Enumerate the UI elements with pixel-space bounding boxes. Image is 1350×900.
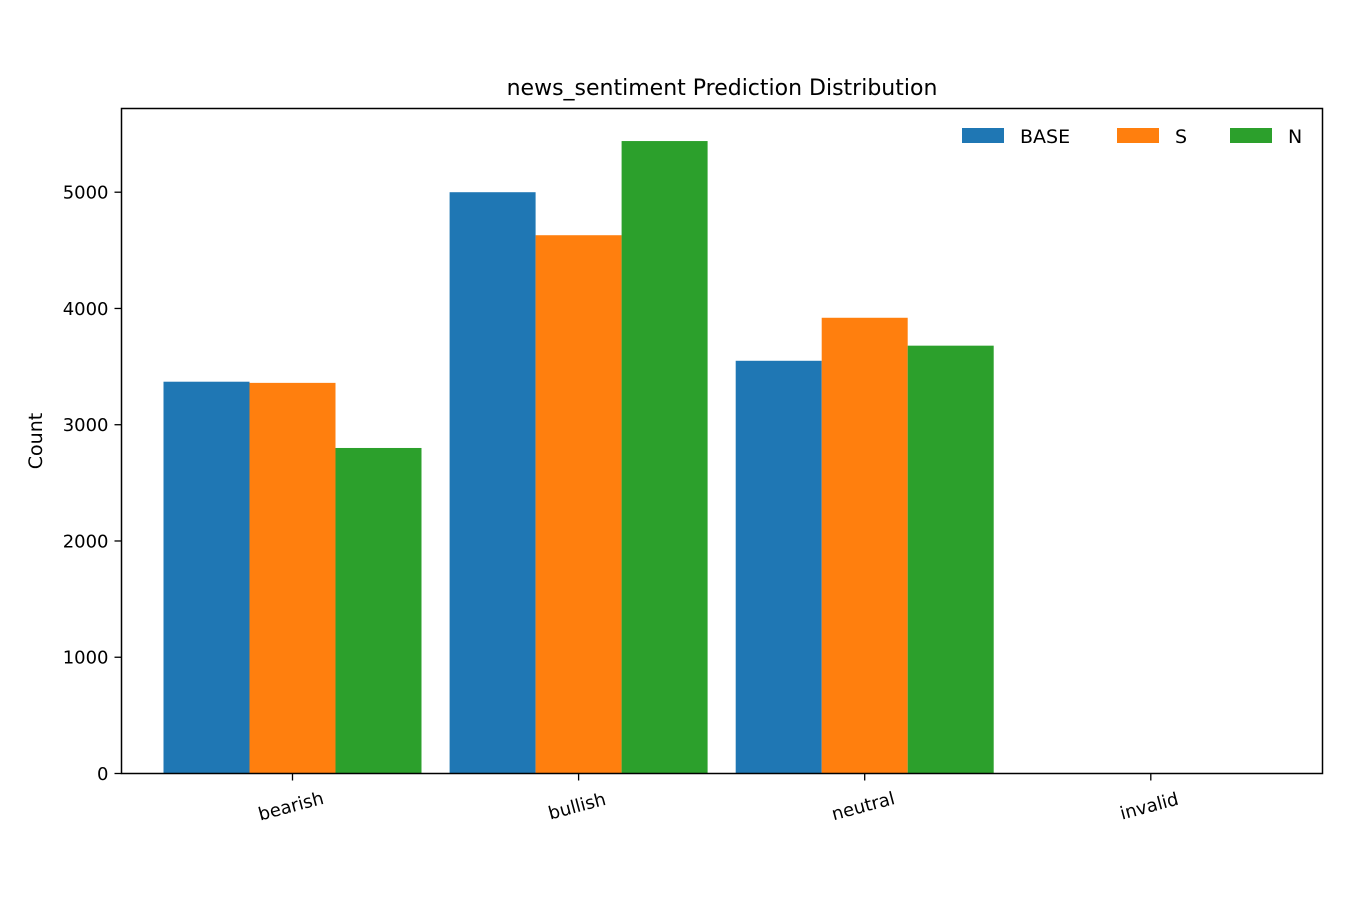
y-tick-label: 2000 [63, 531, 109, 552]
chart-title: news_sentiment Prediction Distribution [507, 76, 938, 101]
y-tick-label: 1000 [63, 648, 109, 669]
bar-s-bearish [249, 382, 336, 774]
plot-frame [120, 107, 1324, 775]
legend-label-base: BASE [1020, 126, 1070, 148]
bar-n-neutral [907, 345, 994, 774]
y-tick-label: 5000 [63, 183, 109, 204]
bar-base-neutral [735, 360, 822, 774]
y-axis-label: Count [25, 413, 47, 469]
y-tick-label: 3000 [63, 415, 109, 436]
y-tick-label: 0 [97, 764, 108, 785]
y-axis-ticks: 0 1000 2000 3000 4000 5000 [63, 183, 122, 785]
legend-label-s: S [1175, 126, 1187, 148]
legend-swatch-base [962, 128, 1004, 143]
legend-label-n: N [1288, 126, 1302, 148]
legend: BASE S N [962, 126, 1302, 148]
bar-n-bullish [621, 141, 708, 774]
bar-n-bearish [335, 447, 422, 774]
legend-swatch-s [1117, 128, 1159, 143]
bar-base-bullish [449, 192, 536, 774]
y-tick-label: 4000 [63, 299, 109, 320]
legend-swatch-n [1230, 128, 1272, 143]
bar-s-bullish [535, 235, 622, 774]
bars-group [163, 141, 994, 774]
bar-s-neutral [821, 317, 908, 774]
bar-base-bearish [163, 381, 250, 774]
